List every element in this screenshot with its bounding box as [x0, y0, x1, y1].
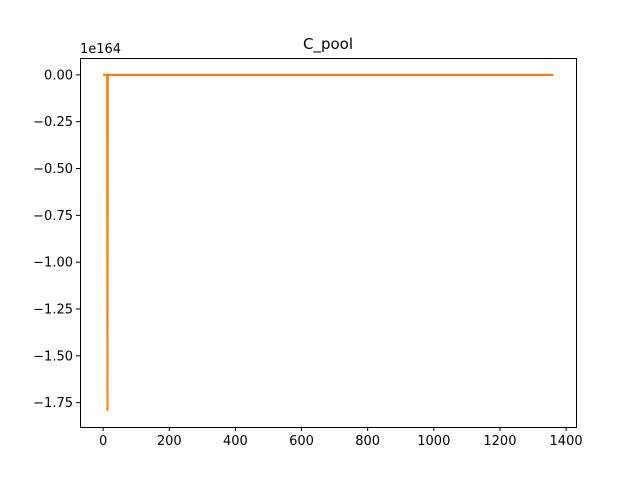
y-axis-offset-label: 1e164 — [80, 42, 121, 57]
y-tick-label: −1.25 — [33, 302, 73, 317]
y-tick-label: −1.00 — [33, 256, 73, 271]
x-tick-label: 1000 — [417, 434, 450, 449]
y-tick-label: −0.25 — [33, 115, 73, 130]
y-tick-label: −0.75 — [33, 209, 73, 224]
x-tick-label: 0 — [99, 434, 107, 449]
chart-title: C_pool — [303, 35, 353, 54]
x-tick-label: 1400 — [550, 434, 583, 449]
axes-frame — [80, 58, 577, 428]
y-tick-label: −1.75 — [33, 396, 73, 411]
x-tick-label: 200 — [157, 434, 182, 449]
x-tick-label: 600 — [289, 434, 314, 449]
y-axis-ticks: 0.00 −0.25 −0.50 −0.75 −1.00 −1.25 −1.50 −1.75 — [33, 68, 80, 411]
x-tick-label: 400 — [223, 434, 248, 449]
series-line-2 — [103, 73, 554, 412]
x-tick-label: 1200 — [483, 434, 516, 449]
x-tick-label: 800 — [355, 434, 380, 449]
series-layer — [103, 73, 554, 412]
x-axis-ticks: 0 200 400 600 800 1000 1200 1400 — [99, 427, 583, 449]
y-tick-label: −1.50 — [33, 349, 73, 364]
y-tick-label: 0.00 — [44, 68, 73, 83]
y-tick-label: −0.50 — [33, 162, 73, 177]
